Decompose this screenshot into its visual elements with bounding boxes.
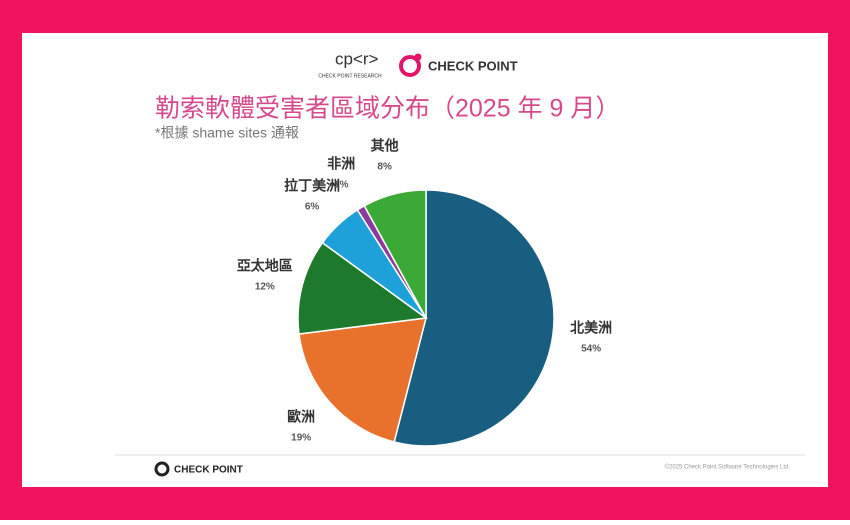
cpr-mark: cp<r> bbox=[335, 49, 379, 68]
logo-icon bbox=[399, 55, 421, 77]
pie-slice bbox=[393, 189, 555, 447]
slice-label: 歐洲 bbox=[287, 409, 315, 425]
slice-label: 其他 bbox=[371, 138, 399, 154]
slice-value: 1% bbox=[334, 179, 349, 190]
pie-slice bbox=[297, 241, 428, 335]
logo-text: CHECK POINT bbox=[428, 58, 518, 73]
copyright: ©2025 Check Point Software Technologies … bbox=[665, 464, 791, 471]
chart-title: 勒索軟體受害者區域分布（2025 年 9 月） bbox=[155, 95, 620, 123]
chart-subtitle: *根據 shame sites 通報 bbox=[155, 125, 299, 141]
slice-label: 拉丁美洲 bbox=[284, 177, 340, 193]
slice-value: 8% bbox=[377, 161, 392, 172]
slice-value: 6% bbox=[305, 201, 320, 212]
pie-slice bbox=[363, 189, 427, 319]
slice-value: 19% bbox=[291, 433, 311, 444]
pie-slice bbox=[298, 317, 428, 443]
slice-value: 12% bbox=[255, 281, 275, 292]
logo-icon-dot bbox=[414, 53, 422, 61]
slice-label: 非洲 bbox=[327, 155, 355, 171]
footer-logo-icon bbox=[154, 461, 170, 477]
slice-value: 54% bbox=[581, 343, 601, 354]
slice-label: 北美洲 bbox=[570, 320, 612, 336]
footer-logo: CHECK POINT bbox=[174, 465, 243, 476]
cpr-text: CHECK POINT RESEARCH bbox=[318, 73, 382, 79]
slice-label: 亞太地區 bbox=[237, 257, 293, 273]
